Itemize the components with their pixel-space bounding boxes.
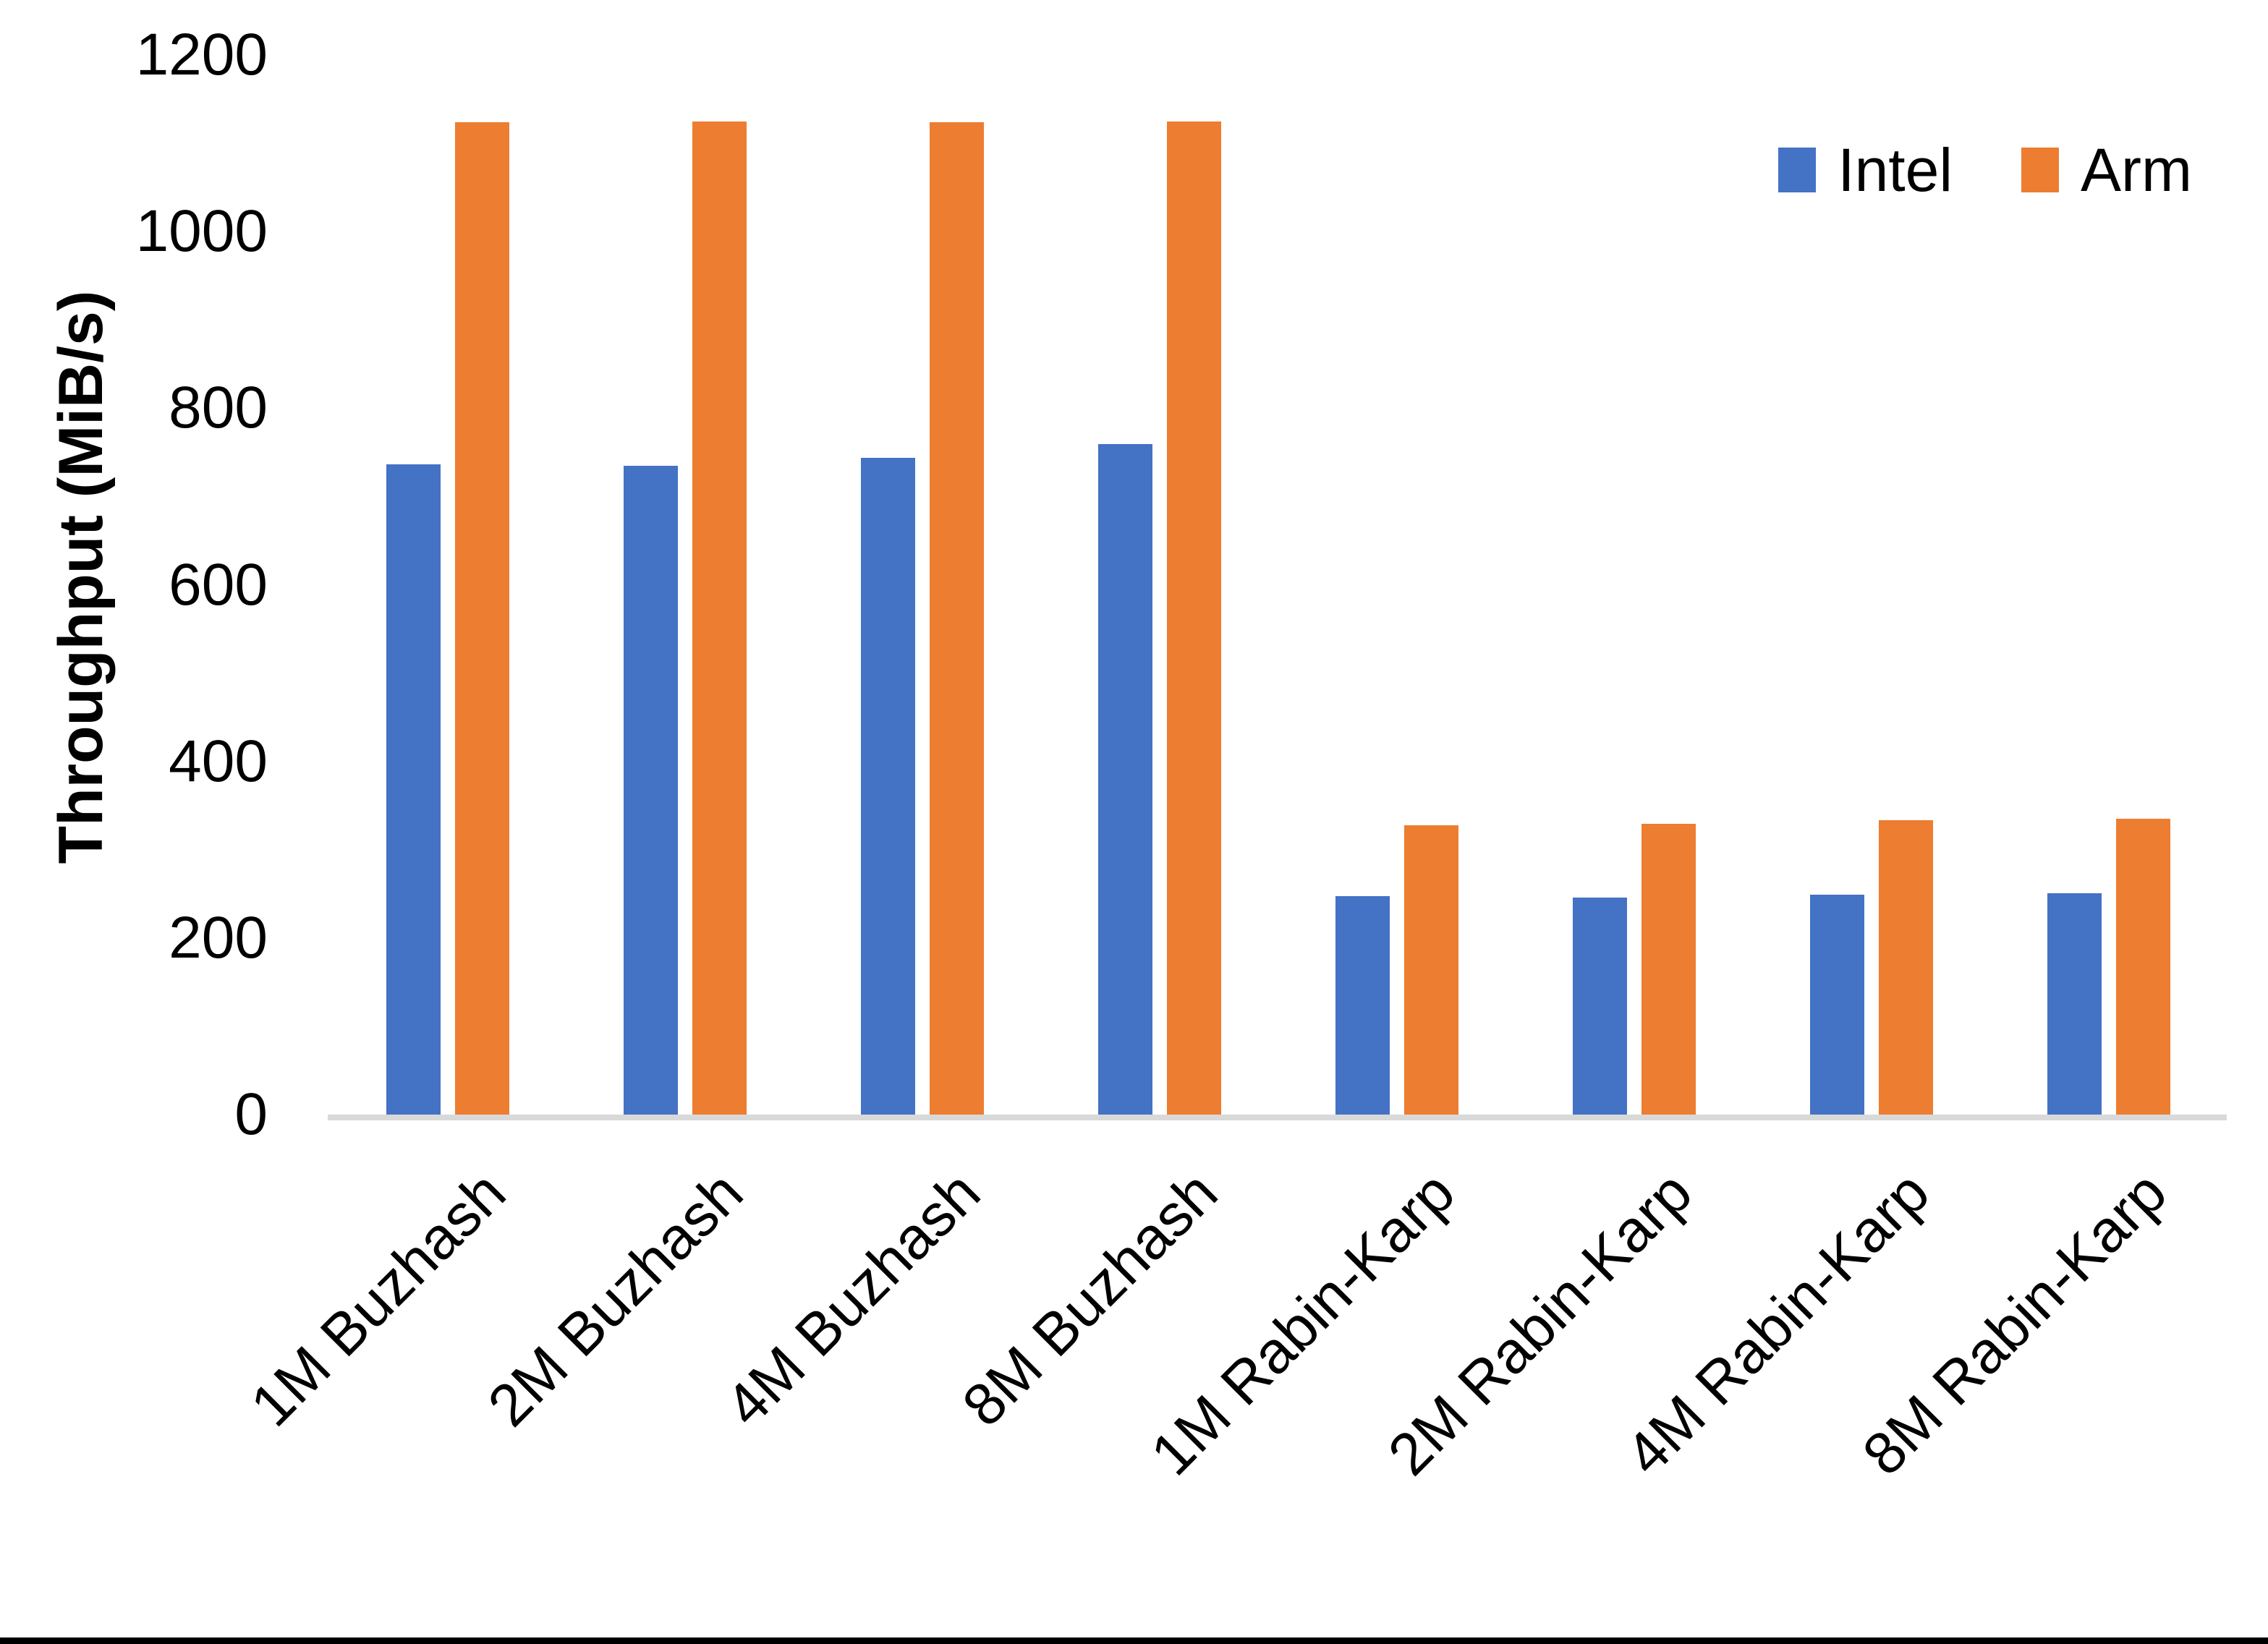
legend: Intel Arm — [1778, 137, 2192, 203]
bar-arm-2m-buzhash — [692, 121, 747, 1115]
y-tick-label-1200: 1200 — [135, 22, 268, 88]
legend-label-arm: Arm — [2081, 136, 2192, 204]
y-tick-label-800: 800 — [169, 375, 268, 441]
bar-intel-4m-buzhash — [861, 457, 915, 1115]
y-tick-label-400: 400 — [169, 728, 268, 794]
y-tick-label-600: 600 — [169, 551, 268, 618]
bar-arm-4m-buzhash — [930, 122, 984, 1115]
y-tick-label-1000: 1000 — [135, 198, 268, 265]
bar-arm-1m-buzhash — [455, 122, 509, 1115]
bar-intel-8m-rabin-karp — [2047, 893, 2102, 1115]
legend-item-arm: Arm — [2021, 137, 2192, 203]
x-axis-line — [328, 1115, 2227, 1120]
y-tick-label-0: 0 — [234, 1081, 268, 1147]
legend-swatch-intel-icon — [1778, 148, 1817, 192]
legend-label-intel: Intel — [1838, 136, 1953, 204]
bar-arm-4m-rabin-karp — [1879, 820, 1933, 1115]
bar-arm-1m-rabin-karp — [1404, 825, 1458, 1115]
legend-item-intel: Intel — [1778, 137, 1953, 203]
bar-arm-8m-rabin-karp — [2116, 819, 2170, 1115]
bar-intel-1m-rabin-karp — [1335, 896, 1390, 1115]
legend-swatch-arm-icon — [2021, 148, 2060, 192]
bar-intel-8m-buzhash — [1098, 444, 1152, 1115]
bar-arm-2m-rabin-karp — [1641, 824, 1696, 1115]
y-tick-label-200: 200 — [169, 904, 268, 971]
bar-intel-4m-rabin-karp — [1810, 895, 1864, 1115]
x-label-1m-buzhash: 1M Buzhash — [238, 1159, 519, 1439]
page-bottom-border — [0, 1637, 2268, 1644]
bar-intel-1m-buzhash — [386, 464, 441, 1115]
bar-intel-2m-rabin-karp — [1573, 897, 1627, 1115]
bar-arm-8m-buzhash — [1167, 121, 1221, 1115]
bar-intel-2m-buzhash — [624, 465, 678, 1115]
